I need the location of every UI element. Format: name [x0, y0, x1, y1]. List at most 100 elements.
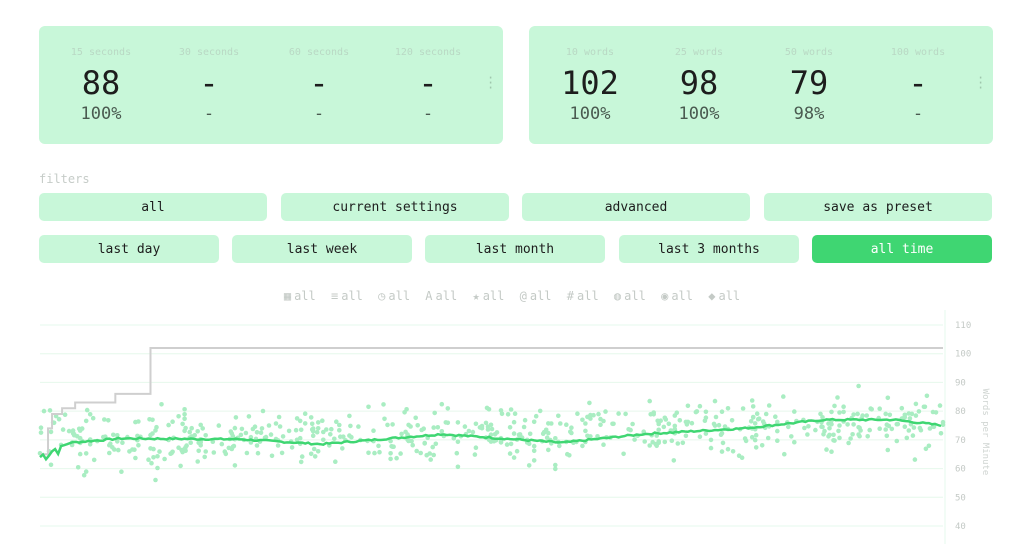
result-point — [110, 445, 115, 450]
result-point — [749, 434, 755, 440]
result-point — [269, 453, 275, 459]
preset-all-button[interactable]: all — [39, 193, 267, 221]
pb-label: 25 words — [674, 47, 724, 58]
result-point — [877, 406, 882, 411]
advanced-button[interactable]: advanced — [522, 193, 750, 221]
result-point — [485, 424, 491, 429]
result-point — [832, 403, 837, 409]
pb-wpm: - — [309, 64, 329, 102]
result-point — [302, 421, 308, 426]
result-point — [885, 395, 891, 401]
result-point — [752, 437, 758, 443]
result-point — [766, 403, 772, 408]
result-point — [472, 452, 478, 457]
filter-punctuation[interactable]: @ all — [520, 289, 552, 303]
result-point — [83, 469, 89, 474]
result-point — [829, 409, 834, 415]
result-point — [473, 445, 479, 450]
result-point — [356, 424, 361, 429]
result-point — [176, 414, 181, 419]
result-point — [889, 426, 895, 432]
result-point — [697, 403, 703, 409]
result-point — [60, 427, 66, 432]
last-month-button[interactable]: last month — [425, 235, 605, 263]
result-point — [913, 401, 919, 407]
result-point — [428, 457, 434, 462]
result-point — [170, 449, 175, 455]
result-point — [621, 451, 626, 457]
result-point — [70, 431, 76, 436]
result-point — [558, 421, 563, 426]
wpm-history-chart[interactable]: 40 50 60 70 80 90 100 110 Words per Minute — [0, 310, 1024, 544]
result-point — [83, 418, 89, 424]
save-as-preset-button[interactable]: save as preset — [764, 193, 992, 221]
result-point — [418, 450, 424, 456]
result-point — [435, 425, 441, 430]
result-point — [656, 427, 661, 433]
result-point — [376, 443, 381, 449]
filter-time[interactable]: ◷ all — [378, 289, 410, 303]
result-point — [170, 419, 175, 424]
result-point — [719, 409, 725, 414]
result-point — [826, 421, 831, 426]
pb-label: 15 seconds — [70, 47, 132, 58]
result-point — [38, 430, 44, 435]
result-point — [781, 394, 786, 399]
result-point — [822, 428, 827, 434]
result-point — [244, 450, 250, 456]
result-point — [320, 418, 325, 423]
last-week-button[interactable]: last week — [232, 235, 412, 263]
filter-value: all — [435, 289, 458, 303]
result-point — [754, 411, 760, 416]
result-point — [486, 407, 492, 412]
last-day-button[interactable]: last day — [39, 235, 219, 263]
last-3-months-button[interactable]: last 3 months — [619, 235, 799, 263]
pb-label: 100 words — [890, 47, 946, 58]
filter-date[interactable]: ▦ all — [284, 289, 316, 303]
result-point — [136, 419, 141, 424]
result-point — [531, 443, 537, 449]
result-point — [312, 454, 318, 459]
result-point — [195, 459, 200, 464]
result-point — [616, 411, 621, 416]
y-axis-label: Words per Minute — [980, 389, 990, 476]
result-point — [415, 423, 421, 428]
average-line — [39, 417, 942, 462]
result-point — [298, 427, 304, 433]
more-vertical-icon[interactable]: · · · — [977, 71, 985, 95]
filter-mode[interactable]: ≡ all — [331, 289, 363, 303]
pb-label: 30 seconds — [178, 47, 240, 58]
all-time-button[interactable]: all time — [812, 235, 992, 263]
result-point — [522, 417, 528, 423]
pb-accuracy: - — [203, 104, 215, 124]
filter-funbox[interactable]: ◉ all — [661, 289, 693, 303]
result-point — [626, 427, 631, 432]
gamepad-icon: ◉ — [661, 289, 669, 303]
filter-numbers[interactable]: # all — [567, 289, 599, 303]
result-point — [610, 421, 615, 427]
filter-difficulty[interactable]: ★ all — [472, 289, 504, 303]
result-point — [598, 416, 603, 422]
result-point — [394, 455, 399, 461]
result-point — [431, 452, 437, 458]
result-point — [826, 434, 831, 439]
more-vertical-icon[interactable]: · · · — [487, 71, 495, 95]
filter-language[interactable]: ◍ all — [614, 289, 646, 303]
result-point — [531, 448, 537, 454]
result-point — [940, 422, 946, 427]
result-point — [512, 411, 518, 416]
result-point — [651, 410, 656, 415]
result-point — [663, 417, 669, 422]
result-point — [924, 393, 930, 399]
current-settings-button[interactable]: current settings — [281, 193, 509, 221]
filter-tags[interactable]: ◆ all — [708, 289, 740, 303]
result-point — [83, 451, 89, 456]
result-point — [315, 426, 321, 431]
result-point — [222, 449, 228, 454]
result-point — [907, 416, 913, 421]
result-point — [837, 435, 842, 441]
result-point — [544, 435, 550, 440]
result-point — [684, 422, 690, 427]
result-point — [514, 448, 520, 454]
